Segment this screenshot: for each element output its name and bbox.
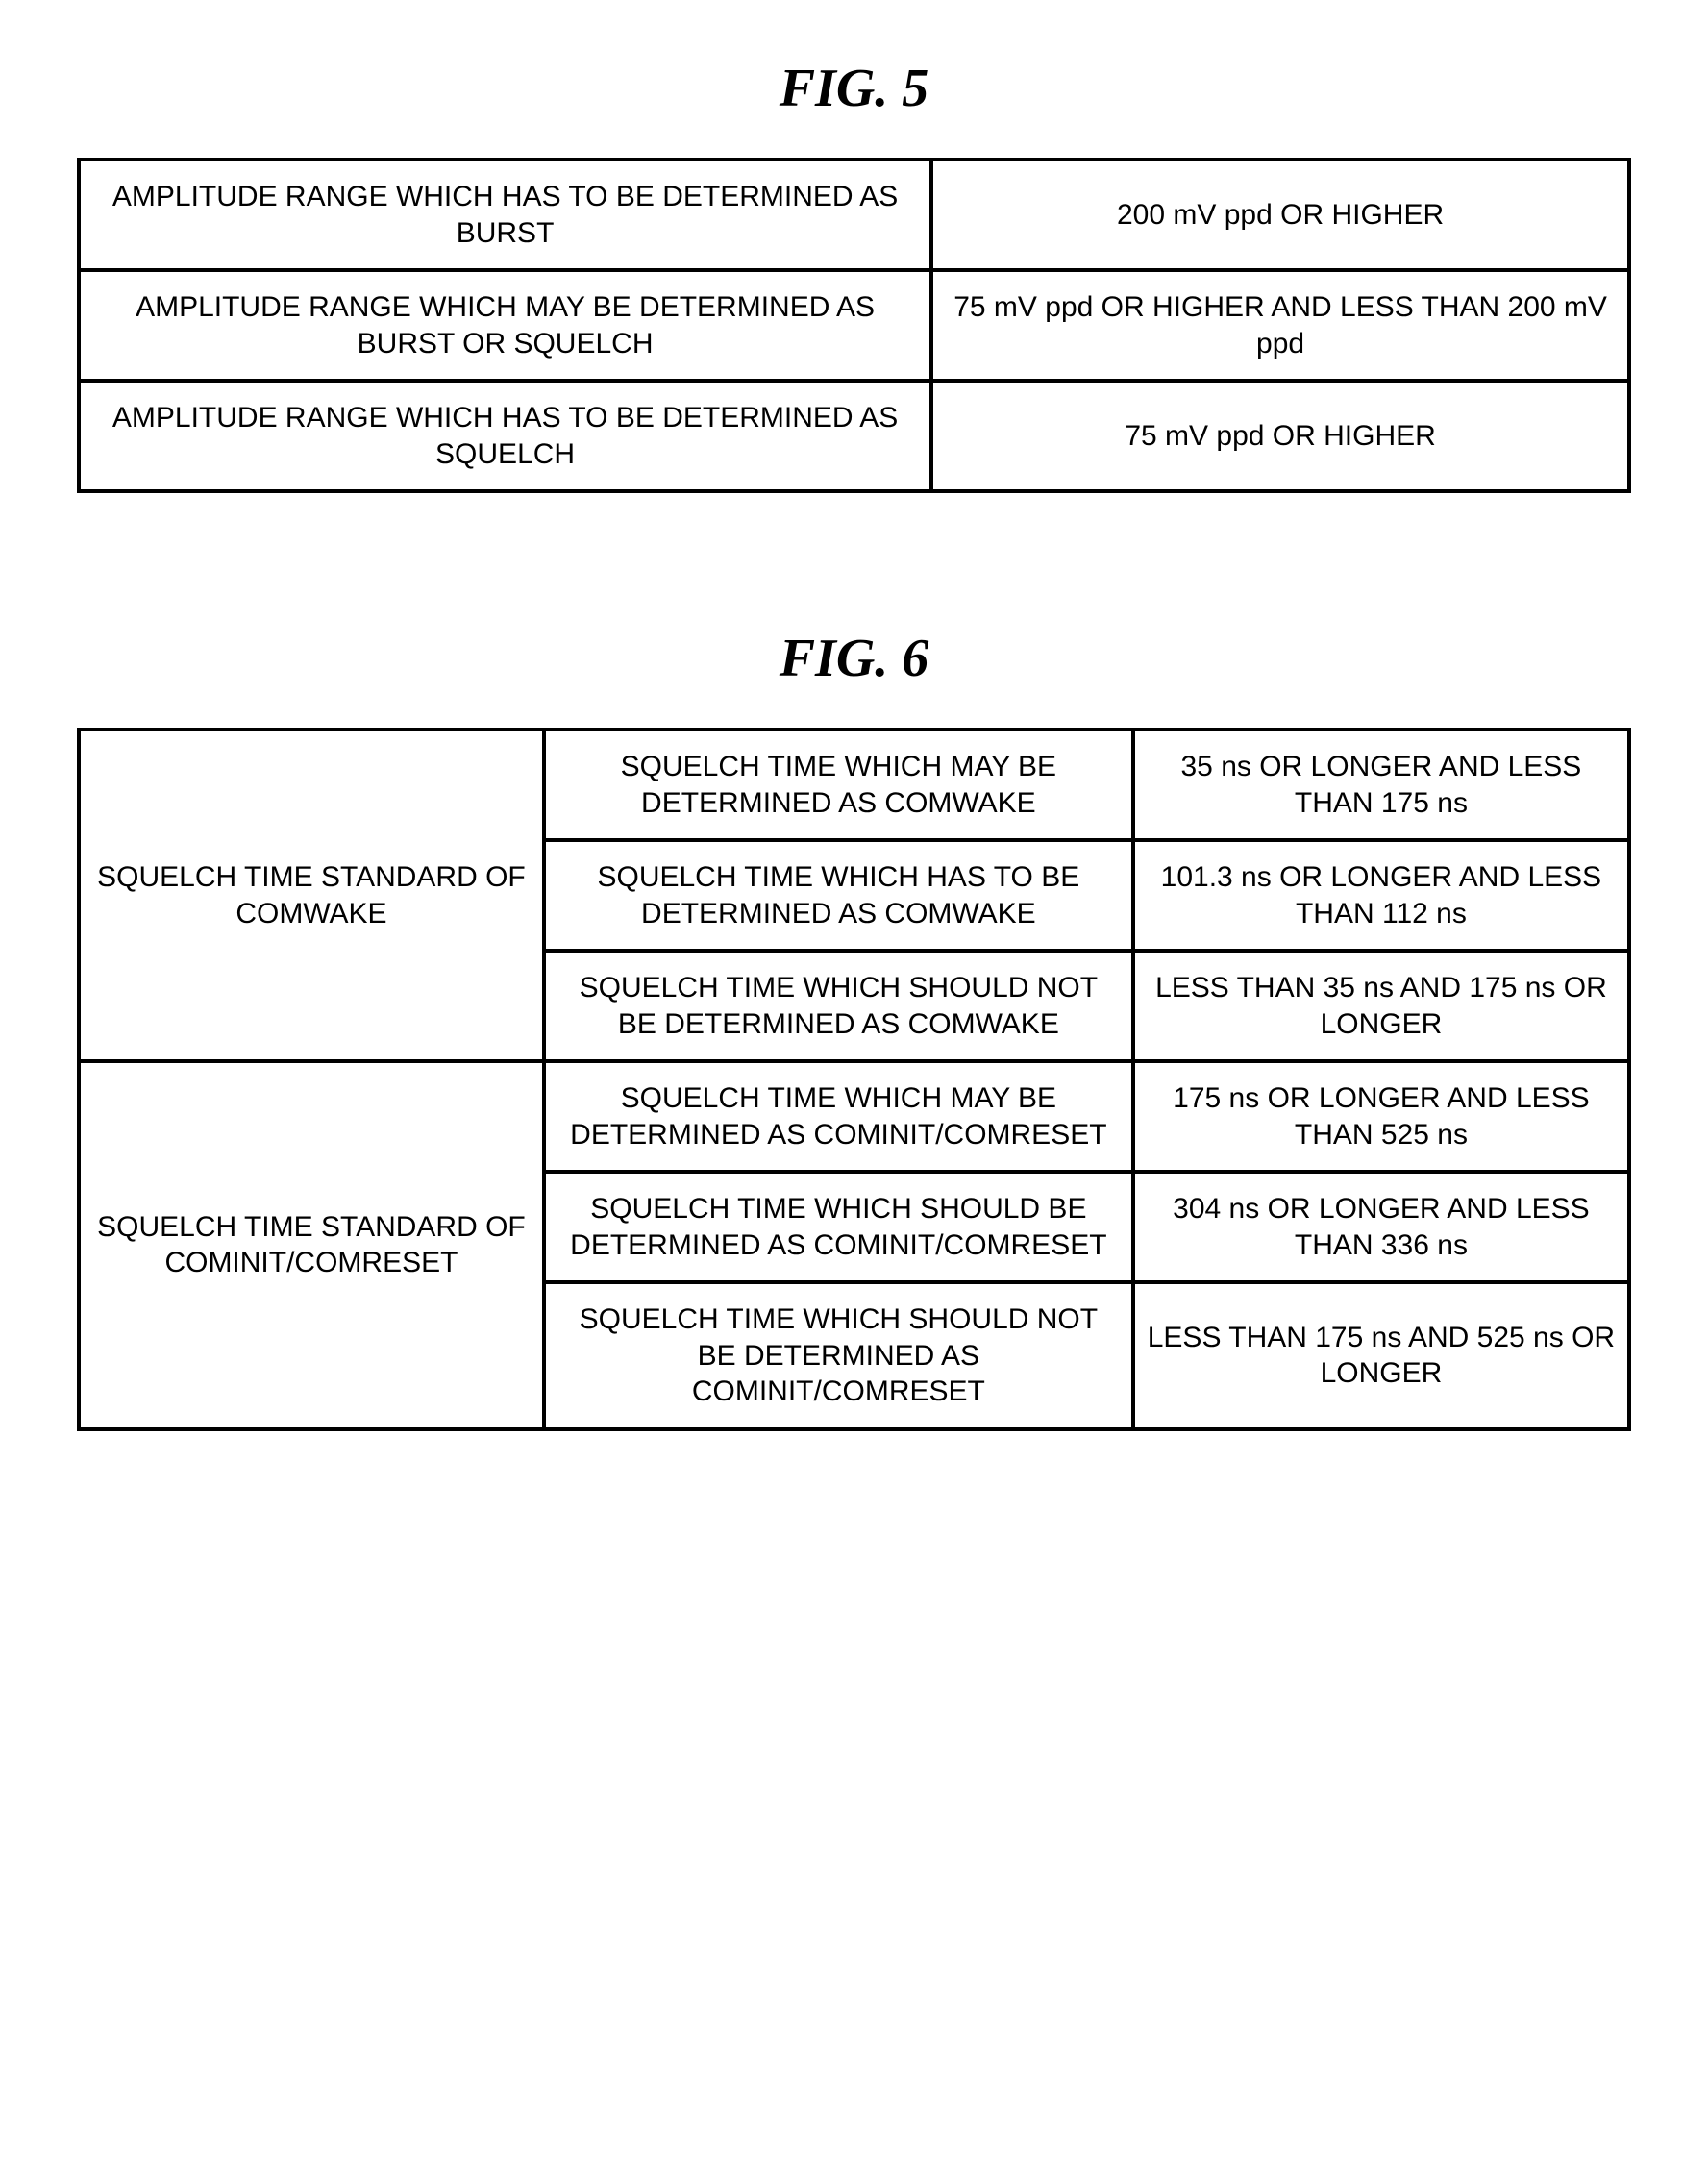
figure-6-table: SQUELCH TIME STANDARD OF COMWAKE SQUELCH… — [77, 728, 1631, 1431]
row-value: 35 ns OR LONGER AND LESS THAN 175 ns — [1133, 730, 1629, 840]
row-value: 304 ns OR LONGER AND LESS THAN 336 ns — [1133, 1172, 1629, 1282]
row-label: SQUELCH TIME WHICH MAY BE DETERMINED AS … — [544, 730, 1133, 840]
figure-5-table: AMPLITUDE RANGE WHICH HAS TO BE DETERMIN… — [77, 158, 1631, 493]
row-value: 75 mV ppd OR HIGHER AND LESS THAN 200 mV… — [931, 270, 1629, 381]
row-label: SQUELCH TIME WHICH MAY BE DETERMINED AS … — [544, 1061, 1133, 1172]
table-row: AMPLITUDE RANGE WHICH MAY BE DETERMINED … — [79, 270, 1629, 381]
table-row: AMPLITUDE RANGE WHICH HAS TO BE DETERMIN… — [79, 381, 1629, 491]
row-value: 175 ns OR LONGER AND LESS THAN 525 ns — [1133, 1061, 1629, 1172]
figure-5-title: FIG. 5 — [77, 58, 1631, 119]
row-label: AMPLITUDE RANGE WHICH MAY BE DETERMINED … — [79, 270, 931, 381]
row-label: AMPLITUDE RANGE WHICH HAS TO BE DETERMIN… — [79, 160, 931, 270]
table-row: AMPLITUDE RANGE WHICH HAS TO BE DETERMIN… — [79, 160, 1629, 270]
row-value: 200 mV ppd OR HIGHER — [931, 160, 1629, 270]
row-label: SQUELCH TIME WHICH SHOULD NOT BE DETERMI… — [544, 1282, 1133, 1429]
row-value: LESS THAN 35 ns AND 175 ns OR LONGER — [1133, 951, 1629, 1061]
row-label: SQUELCH TIME WHICH SHOULD NOT BE DETERMI… — [544, 951, 1133, 1061]
table-row: SQUELCH TIME STANDARD OF COMWAKE SQUELCH… — [79, 730, 1629, 840]
row-value: 101.3 ns OR LONGER AND LESS THAN 112 ns — [1133, 840, 1629, 951]
row-label: AMPLITUDE RANGE WHICH HAS TO BE DETERMIN… — [79, 381, 931, 491]
row-label: SQUELCH TIME WHICH SHOULD BE DETERMINED … — [544, 1172, 1133, 1282]
table-row: SQUELCH TIME STANDARD OF COMINIT/COMRESE… — [79, 1061, 1629, 1172]
group-label: SQUELCH TIME STANDARD OF COMWAKE — [79, 730, 544, 1061]
group-label: SQUELCH TIME STANDARD OF COMINIT/COMRESE… — [79, 1061, 544, 1429]
row-value: LESS THAN 175 ns AND 525 ns OR LONGER — [1133, 1282, 1629, 1429]
row-value: 75 mV ppd OR HIGHER — [931, 381, 1629, 491]
figure-5: FIG. 5 AMPLITUDE RANGE WHICH HAS TO BE D… — [77, 58, 1631, 493]
row-label: SQUELCH TIME WHICH HAS TO BE DETERMINED … — [544, 840, 1133, 951]
figure-6-title: FIG. 6 — [77, 628, 1631, 689]
figure-6: FIG. 6 SQUELCH TIME STANDARD OF COMWAKE … — [77, 628, 1631, 1431]
